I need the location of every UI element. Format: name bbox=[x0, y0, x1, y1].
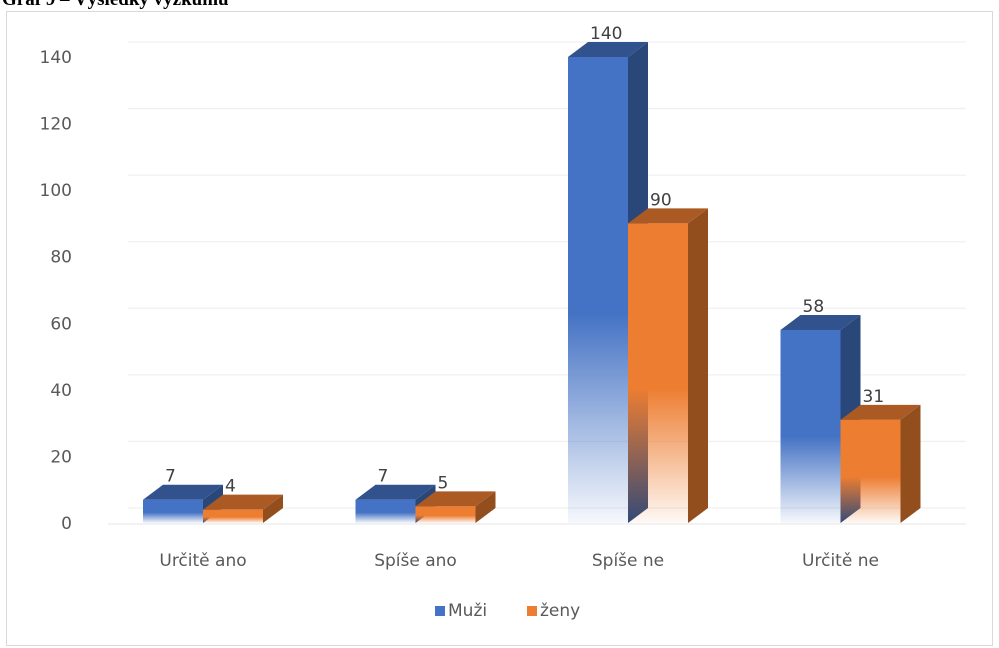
bar-front bbox=[628, 223, 688, 523]
bar-side bbox=[901, 405, 921, 523]
data-label: 5 bbox=[438, 473, 449, 493]
bar-front bbox=[781, 330, 841, 523]
data-label: 31 bbox=[863, 387, 885, 407]
data-label: 4 bbox=[225, 477, 236, 497]
bar-front bbox=[203, 510, 263, 523]
legend-swatch bbox=[527, 606, 537, 616]
legend-item-zeny: ženy bbox=[527, 601, 580, 621]
legend-item-muzi: Muži bbox=[435, 601, 487, 621]
bar-side bbox=[688, 208, 708, 523]
y-tick-label: 140 bbox=[40, 48, 72, 68]
x-category-label: Určitě ne bbox=[802, 551, 879, 571]
y-tick-label: 20 bbox=[50, 447, 72, 467]
y-tick-label: 0 bbox=[61, 514, 72, 534]
bar-zeny bbox=[628, 208, 708, 523]
bar-front bbox=[568, 57, 628, 523]
y-tick-label: 60 bbox=[50, 314, 72, 334]
legend-label: Muži bbox=[448, 601, 487, 621]
data-label: 7 bbox=[378, 467, 389, 487]
bar-zeny bbox=[841, 405, 921, 523]
bar-front bbox=[841, 420, 901, 523]
bar-front bbox=[356, 500, 416, 523]
bar-front bbox=[416, 506, 476, 523]
data-label: 7 bbox=[165, 467, 176, 487]
x-category-label: Určitě ano bbox=[159, 551, 246, 571]
data-label: 90 bbox=[650, 190, 672, 210]
y-tick-label: 80 bbox=[50, 248, 72, 268]
data-label: 140 bbox=[590, 24, 622, 44]
x-category-label: Spíše ne bbox=[592, 551, 664, 571]
y-tick-label: 40 bbox=[50, 381, 72, 401]
legend-label: ženy bbox=[540, 601, 580, 621]
y-tick-label: 100 bbox=[40, 181, 72, 201]
data-label: 58 bbox=[803, 297, 825, 317]
legend-swatch bbox=[435, 606, 445, 616]
x-category-label: Spíše ano bbox=[374, 551, 457, 571]
y-tick-label: 120 bbox=[40, 115, 72, 135]
bar-front bbox=[143, 500, 203, 523]
